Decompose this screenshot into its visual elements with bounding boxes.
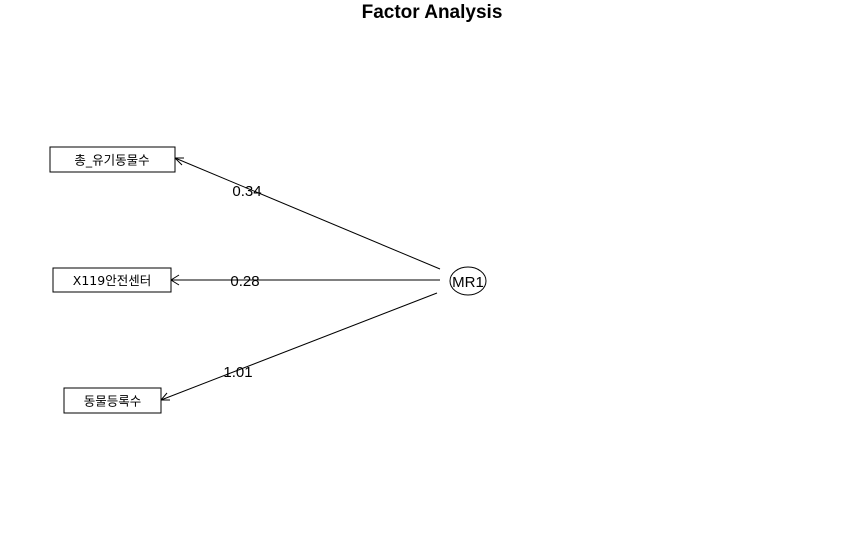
loading-label-var-3: 1.01 — [223, 364, 252, 381]
variable-node-1: 총_유기동물수 — [49, 146, 176, 173]
path-var-1 — [174, 157, 441, 270]
diagram-title: Factor Analysis — [362, 2, 503, 23]
variable-label-2: X119안전센터 — [73, 273, 151, 288]
path-var-3 — [160, 292, 438, 401]
variable-node-2: X119안전센터 — [52, 267, 172, 293]
factor-ellipse — [449, 266, 487, 296]
factor-label: MR1 — [452, 274, 484, 291]
variable-box-3 — [63, 387, 162, 414]
loading-label-var-1: 0.34 — [232, 183, 261, 200]
factor-node: MR1 — [449, 266, 487, 296]
variable-label-1: 총_유기동물수 — [74, 153, 149, 168]
variable-node-3: 동물등록수 — [63, 387, 162, 414]
variable-label-3: 동물등록수 — [84, 394, 142, 409]
variable-box-1 — [49, 146, 176, 173]
variable-box-2 — [52, 267, 172, 293]
loading-label-var-2: 0.28 — [230, 273, 259, 290]
